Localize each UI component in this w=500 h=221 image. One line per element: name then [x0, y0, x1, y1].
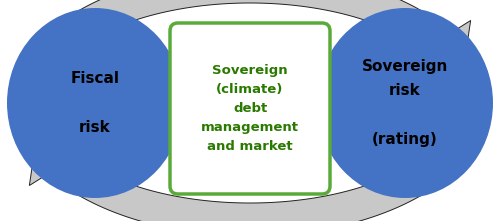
Polygon shape: [30, 119, 82, 185]
Ellipse shape: [7, 8, 183, 198]
FancyBboxPatch shape: [170, 23, 330, 194]
Polygon shape: [418, 21, 470, 87]
Text: Sovereign
(climate)
debt
management
and market: Sovereign (climate) debt management and …: [201, 64, 299, 153]
Ellipse shape: [317, 8, 493, 198]
Text: Sovereign
risk

(rating): Sovereign risk (rating): [362, 59, 448, 147]
Polygon shape: [49, 134, 476, 221]
Polygon shape: [24, 0, 451, 72]
Text: Fiscal

risk: Fiscal risk: [70, 71, 120, 135]
